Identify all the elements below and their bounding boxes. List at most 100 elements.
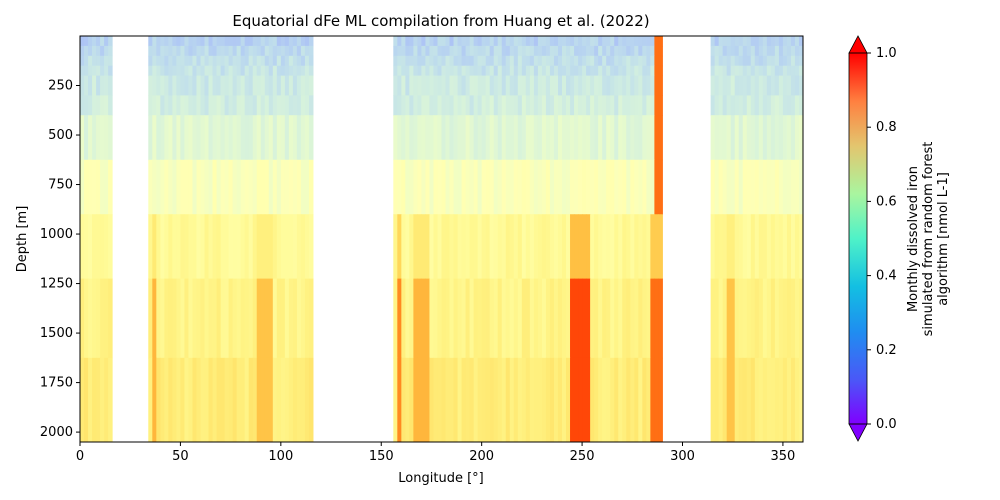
heatmap-cell (409, 357, 414, 443)
heatmap-cell (172, 55, 177, 67)
heatmap-cell (517, 55, 523, 67)
heatmap-cell (594, 115, 599, 161)
x-tick-label: 0 (76, 449, 84, 464)
heatmap-cell (176, 159, 181, 215)
heatmap-cell (272, 115, 278, 161)
heatmap-cell (545, 95, 551, 116)
heatmap-cell (449, 357, 455, 443)
heatmap-cell (433, 75, 438, 96)
heatmap-cell (268, 55, 274, 67)
heatmap-cell (184, 55, 189, 67)
heatmap-cell (393, 65, 398, 77)
heatmap-cell (441, 357, 447, 443)
heatmap-cell (654, 115, 659, 161)
heatmap-cell (425, 357, 430, 443)
heatmap-cell (449, 278, 455, 359)
heatmap-cell (489, 95, 495, 116)
heatmap-cell (798, 214, 804, 280)
heatmap-cell (578, 55, 583, 67)
heatmap-cell (192, 278, 197, 359)
heatmap-cell (557, 75, 563, 96)
heatmap-cell (469, 95, 475, 116)
heatmap-cell (622, 214, 627, 280)
heatmap-cell (553, 36, 559, 47)
heatmap-cell (252, 95, 258, 116)
heatmap-cell (630, 115, 635, 161)
heatmap-cell (417, 55, 422, 67)
heatmap-cell (248, 278, 254, 359)
heatmap-cell (248, 115, 254, 161)
heatmap-cell (778, 65, 784, 77)
heatmap-cell (220, 159, 226, 215)
heatmap-cell (469, 214, 475, 280)
heatmap-cell (582, 45, 587, 57)
heatmap-cell (638, 95, 643, 116)
heatmap-cell (92, 115, 97, 161)
heatmap-cell (549, 115, 555, 161)
heatmap-cell (545, 45, 551, 57)
heatmap-cell (598, 45, 603, 57)
heatmap-cell (164, 357, 169, 443)
heatmap-cell (264, 159, 270, 215)
heatmap-cell (758, 75, 764, 96)
heatmap-cell (469, 45, 475, 57)
heatmap-cell (200, 45, 206, 57)
heatmap-cell (397, 45, 402, 57)
heatmap-cell (256, 278, 262, 359)
heatmap-cell (541, 95, 547, 116)
heatmap-cell (88, 36, 93, 47)
heatmap-cell (228, 55, 234, 67)
heatmap-cell (260, 357, 266, 443)
heatmap-cell (272, 278, 278, 359)
heatmap-cell (304, 55, 310, 67)
heatmap-cell (473, 55, 479, 67)
heatmap-cell (192, 55, 197, 67)
heatmap-cell (176, 95, 181, 116)
heatmap-cell (586, 214, 591, 280)
heatmap-cell (393, 45, 398, 57)
heatmap-cell (473, 75, 479, 96)
heatmap-cell (84, 278, 89, 359)
heatmap-cell (650, 65, 655, 77)
heatmap-cell (714, 159, 720, 215)
heatmap-cell (465, 75, 471, 96)
heatmap-cell (509, 159, 515, 215)
heatmap-cell (770, 45, 776, 57)
heatmap-cell (268, 65, 274, 77)
heatmap-cell (405, 115, 410, 161)
heatmap-cell (100, 55, 105, 67)
heatmap-cell (742, 357, 748, 443)
heatmap-cell (778, 159, 784, 215)
heatmap-cell (296, 159, 302, 215)
heatmap-cell (754, 65, 760, 77)
heatmap-cell (425, 159, 430, 215)
heatmap-cell (92, 159, 97, 215)
heatmap-cell (650, 36, 655, 47)
heatmap-cell (574, 65, 579, 77)
heatmap-cell (248, 45, 254, 57)
heatmap-cell (421, 45, 426, 57)
heatmap-cell (457, 115, 463, 161)
heatmap-cell (650, 115, 655, 161)
heatmap-cell (192, 159, 197, 215)
heatmap-cell (501, 55, 507, 67)
heatmap-cell (770, 115, 776, 161)
heatmap-cell (441, 45, 447, 57)
heatmap-cell (654, 65, 659, 77)
heatmap-cell (545, 75, 551, 96)
heatmap-cell (610, 278, 615, 359)
heatmap-cell (718, 159, 724, 215)
heatmap-cell (738, 115, 744, 161)
heatmap-cell (445, 95, 451, 116)
heatmap-cell (718, 45, 724, 57)
heatmap-cell (216, 36, 222, 47)
heatmap-cell (481, 159, 487, 215)
heatmap-cell (433, 214, 438, 280)
heatmap-cell (156, 159, 161, 215)
heatmap-cell (220, 278, 226, 359)
heatmap-cell (417, 159, 422, 215)
heatmap-cell (574, 115, 579, 161)
heatmap-cell (658, 75, 663, 96)
heatmap-cell (248, 36, 254, 47)
heatmap-cell (730, 75, 736, 96)
